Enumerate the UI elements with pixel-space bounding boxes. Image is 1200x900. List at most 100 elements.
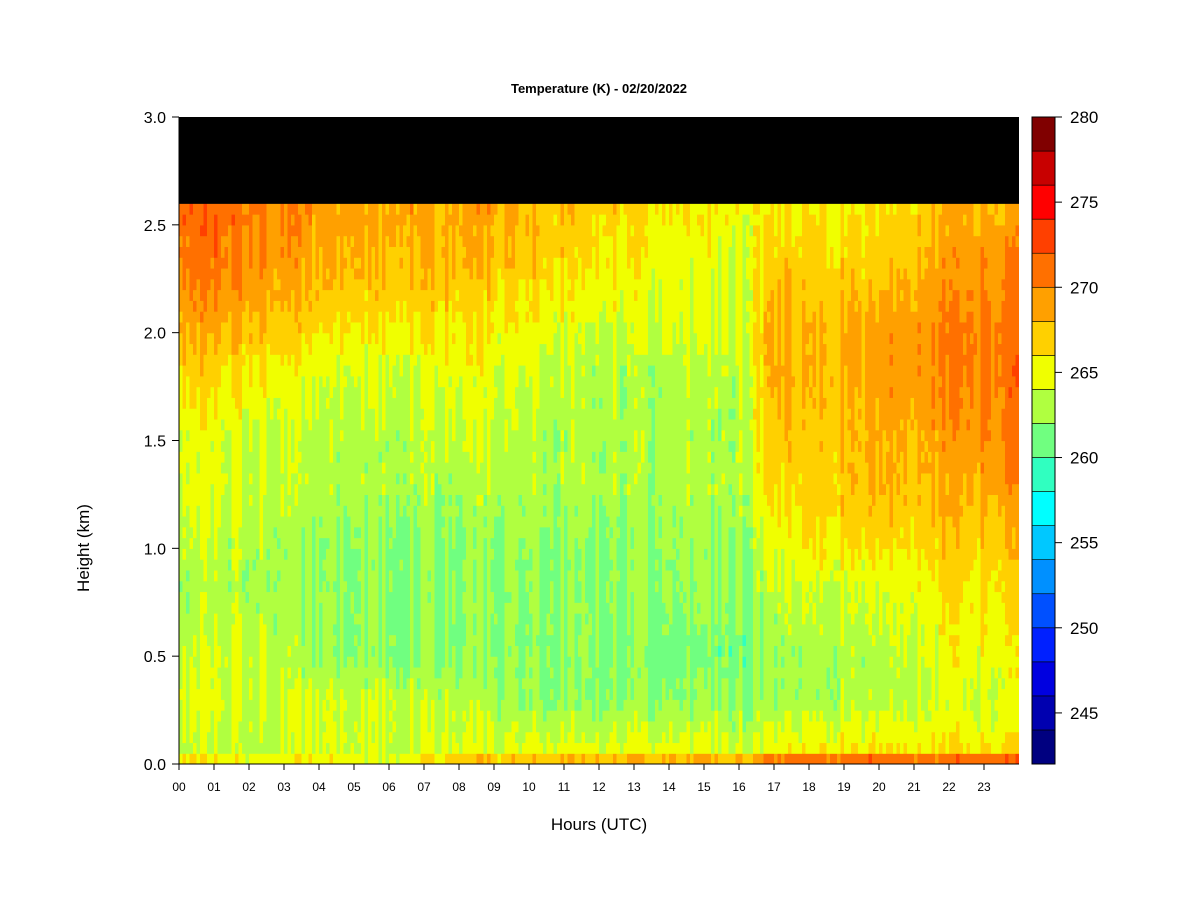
- heatmap-cell: [245, 440, 250, 452]
- heatmap-cell: [224, 418, 229, 431]
- heatmap-cell: [238, 289, 243, 301]
- heatmap-cell: [280, 699, 285, 711]
- heatmap-cell: [182, 408, 187, 420]
- heatmap-cell: [392, 332, 397, 345]
- heatmap-cell: [448, 354, 453, 366]
- heatmap-cell: [182, 462, 187, 474]
- heatmap-cell: [287, 117, 292, 129]
- heatmap-cell: [459, 386, 464, 398]
- heatmap-cell: [406, 505, 411, 517]
- heatmap-cell: [186, 278, 191, 291]
- heatmap-cell: [382, 634, 387, 646]
- heatmap-cell: [238, 526, 243, 539]
- heatmap-cell: [249, 214, 254, 226]
- heatmap-cell: [294, 375, 299, 388]
- heatmap-cell: [343, 591, 348, 603]
- heatmap-cell: [396, 192, 401, 204]
- heatmap-cell: [217, 591, 222, 603]
- heatmap-cell: [291, 138, 296, 150]
- heatmap-cell: [319, 117, 324, 129]
- heatmap-cell: [242, 569, 247, 582]
- heatmap-cell: [417, 170, 422, 183]
- heatmap-cell: [385, 418, 390, 431]
- heatmap-cell: [343, 181, 348, 194]
- heatmap-cell: [445, 246, 450, 258]
- heatmap-cell: [361, 160, 366, 172]
- heatmap-cell: [361, 688, 366, 700]
- heatmap-cell: [193, 117, 198, 129]
- heatmap-cell: [438, 623, 443, 636]
- heatmap-cell: [399, 289, 404, 301]
- heatmap-cell: [319, 138, 324, 150]
- heatmap-cell: [459, 613, 464, 625]
- heatmap-cell: [378, 645, 383, 657]
- heatmap-cell: [221, 656, 226, 668]
- heatmap-cell: [434, 548, 439, 560]
- heatmap-cell: [319, 354, 324, 366]
- heatmap-cell: [389, 300, 394, 312]
- heatmap-cell: [312, 429, 317, 442]
- heatmap-cell: [308, 160, 313, 172]
- heatmap-cell: [368, 483, 373, 496]
- heatmap-cell: [182, 257, 187, 269]
- heatmap-cell: [333, 224, 338, 237]
- heatmap-cell: [284, 548, 289, 560]
- heatmap-cell: [301, 720, 306, 733]
- heatmap-cell: [322, 548, 327, 560]
- heatmap-cell: [452, 526, 457, 539]
- heatmap-cell: [448, 602, 453, 614]
- heatmap-cell: [277, 365, 282, 377]
- heatmap-cell: [280, 677, 285, 690]
- heatmap-cell: [382, 699, 387, 711]
- heatmap-cell: [410, 688, 415, 700]
- heatmap-cell: [256, 138, 261, 150]
- heatmap-cell: [217, 753, 222, 764]
- heatmap-cell: [445, 515, 450, 528]
- heatmap-cell: [203, 332, 208, 345]
- heatmap-cell: [441, 720, 446, 733]
- heatmap-cell: [280, 365, 285, 377]
- heatmap-cell: [273, 602, 278, 614]
- heatmap-cell: [305, 214, 310, 226]
- heatmap-cell: [242, 235, 247, 247]
- heatmap-cell: [396, 224, 401, 237]
- heatmap-cell: [221, 688, 226, 700]
- heatmap-cell: [343, 138, 348, 150]
- heatmap-cell: [466, 332, 471, 345]
- heatmap-cell: [298, 548, 303, 560]
- heatmap-cell: [427, 170, 432, 183]
- heatmap-cell: [291, 602, 296, 614]
- heatmap-cell: [413, 397, 418, 409]
- heatmap-cell: [186, 289, 191, 301]
- heatmap-cell: [424, 117, 429, 129]
- heatmap-cell: [238, 170, 243, 183]
- heatmap-cell: [266, 418, 271, 431]
- heatmap-cell: [406, 656, 411, 668]
- heatmap-cell: [305, 494, 310, 506]
- heatmap-cell: [305, 710, 310, 722]
- heatmap-cell: [189, 170, 194, 183]
- heatmap-cell: [322, 117, 327, 129]
- heatmap-cell: [396, 321, 401, 334]
- heatmap-cell: [235, 160, 240, 172]
- heatmap-cell: [294, 235, 299, 247]
- heatmap-cell: [462, 354, 467, 366]
- heatmap-cell: [375, 181, 380, 194]
- heatmap-cell: [399, 408, 404, 420]
- heatmap-cell: [357, 440, 362, 452]
- heatmap-cell: [235, 375, 240, 388]
- heatmap-cell: [287, 214, 292, 226]
- heatmap-cell: [189, 311, 194, 323]
- heatmap-cell: [385, 699, 390, 711]
- heatmap-cell: [256, 591, 261, 603]
- heatmap-cell: [231, 526, 236, 539]
- heatmap-cell: [266, 235, 271, 247]
- heatmap-cell: [403, 408, 408, 420]
- heatmap-cell: [354, 720, 359, 733]
- heatmap-cell: [378, 138, 383, 150]
- heatmap-cell: [452, 494, 457, 506]
- heatmap-cell: [333, 267, 338, 280]
- heatmap-cell: [434, 537, 439, 549]
- heatmap-cell: [224, 753, 229, 764]
- heatmap-cell: [284, 483, 289, 496]
